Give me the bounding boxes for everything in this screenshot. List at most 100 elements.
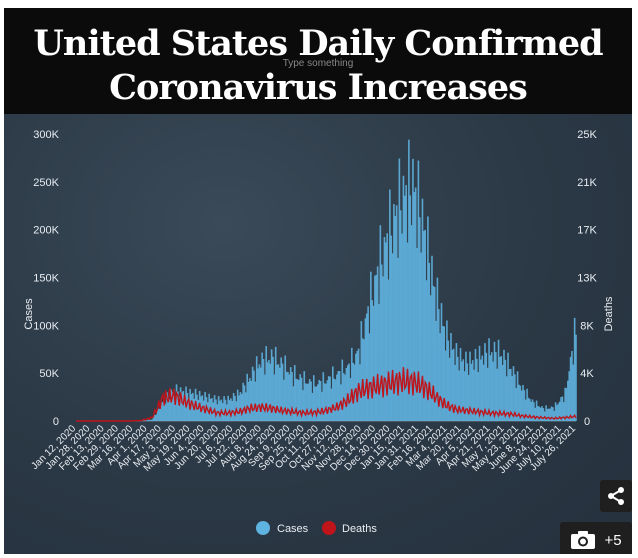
cases-bar [330, 388, 333, 421]
chart-area: 0 50K 100K 150K 200K 250K 300K 0 4K 8K 13K 17K 21K 25… [4, 114, 632, 554]
cases-bar [276, 364, 278, 421]
cases-bar [447, 340, 450, 421]
cases-bar [428, 262, 431, 421]
cases-bar [378, 303, 380, 421]
cases-bar [572, 364, 575, 421]
cases-bar [170, 389, 172, 421]
photo-gallery-button[interactable]: +5 [560, 522, 632, 554]
cases-bar [259, 367, 262, 421]
cases-bar [318, 379, 321, 421]
cases-bar [530, 401, 532, 421]
cases-bar [232, 392, 235, 421]
cases-bar [455, 343, 458, 421]
cases-bar [557, 403, 560, 421]
cases-bar [145, 420, 148, 421]
cases-bar [389, 189, 391, 421]
cases-bar [211, 398, 213, 421]
cases-bar [158, 408, 160, 421]
y2-tick-label: 21K [577, 177, 597, 189]
cases-bar [151, 419, 153, 421]
cases-bar [538, 406, 541, 421]
cases-bar [242, 382, 244, 421]
cases-bar [204, 391, 206, 421]
cases-bar [239, 392, 242, 421]
legend-deaths-swatch [322, 521, 336, 535]
cases-bar [390, 235, 393, 421]
cases-bar [391, 253, 394, 421]
cases-bar [291, 372, 293, 421]
y-tick-label: 50K [39, 368, 59, 380]
cases-bar [293, 365, 296, 421]
cases-bar [451, 349, 454, 421]
cases-bar [327, 376, 330, 421]
cases-bar [524, 399, 527, 421]
chart-svg: 0 50K 100K 150K 200K 250K 300K 0 4K 8K 13K 17K 21K 25… [23, 129, 615, 535]
cases-bar [312, 375, 315, 421]
cases-bar [178, 396, 181, 421]
cases-bar [370, 271, 372, 421]
cases-bar [243, 385, 246, 421]
cases-bar [387, 279, 390, 421]
cases-bar [163, 399, 166, 421]
cases-bar [227, 395, 229, 421]
cases-bar [546, 408, 549, 421]
cases-bar [315, 386, 318, 421]
cases-bar [526, 388, 528, 421]
cases-bar [274, 346, 277, 421]
cases-bar [399, 210, 402, 421]
cases-bar [553, 410, 556, 421]
cases-bar [537, 406, 539, 421]
cases-bar [561, 396, 564, 421]
cases-bar [395, 205, 398, 421]
cases-bar [303, 371, 306, 421]
cases-bar [154, 414, 156, 421]
cases-bar [448, 357, 451, 421]
cases-bar [542, 408, 545, 421]
cases-bar [488, 338, 490, 421]
cases-bar [168, 399, 171, 421]
cases-bar [190, 394, 193, 421]
cases-bar [467, 374, 470, 421]
cases-bar [162, 401, 164, 421]
cases-bar [179, 387, 182, 421]
cases-bar [486, 367, 489, 421]
y-tick-label: 0 [53, 416, 59, 428]
cases-bar [375, 274, 378, 421]
cases-bar [314, 386, 316, 421]
cases-bar [279, 367, 281, 421]
cases-bar [564, 387, 566, 421]
cases-bar [394, 215, 397, 421]
cases-bar [336, 374, 338, 421]
title-bar: United States Daily Confirmed Coronaviru… [4, 8, 632, 114]
cases-bar [431, 255, 433, 421]
cases-bar [519, 385, 522, 421]
cases-bar [344, 374, 346, 421]
cases-bar [164, 403, 167, 421]
cases-bar [374, 275, 376, 421]
cases-bar [549, 408, 551, 421]
cases-bar [560, 397, 562, 421]
cases-bar [418, 217, 421, 421]
cases-bar [539, 407, 542, 421]
cases-bar [401, 233, 403, 421]
cases-bar [302, 390, 304, 421]
cases-bar [334, 379, 337, 421]
y-tick-label: 100K [33, 320, 59, 332]
cases-bar [372, 305, 375, 421]
cases-bar [456, 356, 459, 421]
cases-bar [503, 349, 505, 421]
cases-bar [571, 351, 573, 421]
cases-bar [264, 374, 266, 421]
cases-bar [363, 339, 365, 421]
cases-bar [527, 397, 530, 421]
cases-bar [522, 384, 524, 421]
cases-bar [461, 361, 463, 421]
cases-bar [368, 333, 371, 421]
chart-title-line-1: United States Daily Confirmed [33, 23, 603, 64]
share-button[interactable] [600, 480, 632, 512]
cases-bar [433, 287, 436, 421]
cases-bar [480, 359, 482, 421]
cases-bar [471, 360, 474, 421]
cases-bar [265, 346, 268, 421]
cases-bar [246, 373, 248, 421]
